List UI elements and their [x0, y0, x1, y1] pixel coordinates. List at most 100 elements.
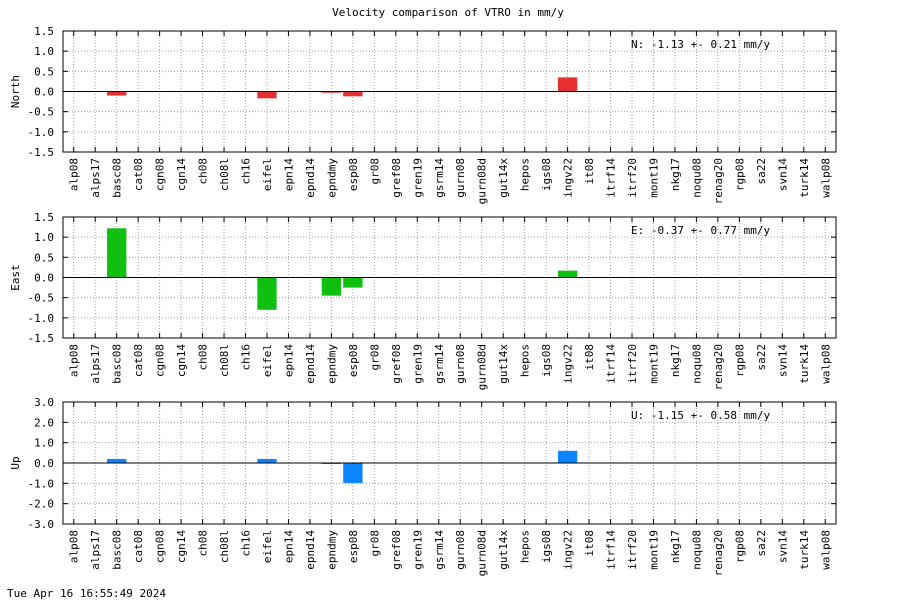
- x-tick-label-svn14: svn14: [776, 344, 789, 377]
- x-tick-label-cgn14: cgn14: [175, 344, 188, 377]
- chart-panel-up: -3.0 -2.0 -1.0 0.0 1.0 2.0 3.0 alp08 alps17 basc0…: [9, 396, 837, 576]
- x-tick-label-mont19: mont19: [647, 158, 660, 198]
- x-tick-label-gref08: gref08: [390, 158, 403, 198]
- x-tick-label-cat08: cat08: [132, 158, 145, 191]
- bar-north-epndmy: [321, 91, 342, 93]
- x-tick-label-hepos: hepos: [519, 530, 532, 563]
- x-tick-label-alps17: alps17: [89, 530, 102, 570]
- y-axis-label-north: North: [9, 75, 22, 108]
- x-tick-label-it08: it08: [583, 158, 596, 185]
- x-tick-label-gref08: gref08: [390, 530, 403, 570]
- x-tick-label-mont19: mont19: [647, 530, 660, 570]
- x-tick-label-epndmy: epndmy: [325, 158, 338, 198]
- x-tick-label-ch08l: ch08l: [218, 530, 231, 563]
- x-tick-label-it08: it08: [583, 530, 596, 557]
- x-tick-label-gurn08d: gurn08d: [476, 344, 489, 390]
- y-tick-label: 0.5: [34, 251, 54, 264]
- bar-east-eifel: [257, 277, 277, 310]
- x-tick-label-gurn08: gurn08: [454, 158, 467, 198]
- y-tick-label: 0.0: [34, 272, 54, 285]
- x-tick-label-gr08: gr08: [368, 530, 381, 557]
- y-tick-label: 2.0: [34, 416, 54, 429]
- x-tick-label-rgp08: rgp08: [733, 158, 746, 191]
- x-tick-label-eifel: eifel: [261, 158, 274, 191]
- x-tick-label-epndmy: epndmy: [325, 530, 338, 570]
- x-tick-label-turk14: turk14: [798, 530, 811, 570]
- x-tick-label-renag20: renag20: [712, 344, 725, 390]
- x-tick-label-gurn08: gurn08: [454, 344, 467, 384]
- x-tick-label-gref08: gref08: [390, 344, 403, 384]
- x-tick-label-ingv22: ingv22: [562, 158, 575, 198]
- x-tick-label-epn14: epn14: [282, 344, 295, 377]
- bar-east-ingv22: [557, 270, 578, 278]
- stat-annotation-north: N: -1.13 +- 0.21 mm/y: [631, 38, 770, 51]
- x-tick-label-gsrm14: gsrm14: [433, 158, 446, 198]
- x-tick-label-svn14: svn14: [776, 530, 789, 563]
- x-tick-label-renag20: renag20: [712, 158, 725, 204]
- x-tick-label-noqu08: noqu08: [690, 530, 703, 570]
- bar-east-epndmy: [321, 277, 342, 296]
- x-tick-label-sa22: sa22: [755, 158, 768, 185]
- x-tick-label-svn14: svn14: [776, 158, 789, 191]
- x-tick-label-rgp08: rgp08: [733, 344, 746, 377]
- x-tick-label-cat08: cat08: [132, 344, 145, 377]
- x-tick-label-gr08: gr08: [368, 344, 381, 371]
- x-tick-label-eifel: eifel: [261, 530, 274, 563]
- x-tick-label-eifel: eifel: [261, 344, 274, 377]
- x-tick-label-mont19: mont19: [647, 344, 660, 384]
- x-tick-label-epnd14: epnd14: [304, 158, 317, 198]
- x-tick-label-ch08l: ch08l: [218, 344, 231, 377]
- x-tick-label-gurn08: gurn08: [454, 530, 467, 570]
- x-tick-label-igs08: igs08: [540, 158, 553, 191]
- x-tick-label-nkg17: nkg17: [669, 158, 682, 191]
- chart-title: Velocity comparison of VTRO in mm/y: [332, 6, 564, 19]
- x-tick-label-walp08: walp08: [819, 158, 832, 198]
- y-tick-label: -1.0: [28, 477, 55, 490]
- x-tick-label-alp08: alp08: [68, 530, 81, 563]
- x-tick-label-turk14: turk14: [798, 344, 811, 384]
- plot-frame: [62, 401, 837, 525]
- x-tick-label-itrf20: itrf20: [626, 530, 639, 570]
- stat-annotation-up: U: -1.15 +- 0.58 mm/y: [631, 409, 770, 422]
- y-tick-label: 0.0: [34, 86, 54, 99]
- x-tick-label-cgn08: cgn08: [154, 530, 167, 563]
- x-tick-label-itrf20: itrf20: [626, 344, 639, 384]
- x-tick-label-gurn08d: gurn08d: [476, 158, 489, 204]
- x-tick-label-cat08: cat08: [132, 530, 145, 563]
- x-tick-label-ch16: ch16: [240, 530, 253, 557]
- x-tick-label-itrf14: itrf14: [605, 530, 618, 570]
- x-tick-label-sa22: sa22: [755, 344, 768, 371]
- bar-up-epndmy: [321, 463, 342, 465]
- x-tick-label-itrf14: itrf14: [605, 158, 618, 198]
- plot-frame: [62, 30, 837, 153]
- bar-north-eifel: [257, 91, 277, 99]
- y-tick-label: -0.5: [28, 106, 55, 119]
- x-tick-label-basc08: basc08: [111, 344, 124, 384]
- x-tick-label-ch08: ch08: [197, 530, 210, 557]
- x-tick-label-epn14: epn14: [282, 530, 295, 563]
- y-tick-label: 0.5: [34, 65, 54, 78]
- bar-north-basc08: [107, 91, 127, 96]
- x-tick-label-noqu08: noqu08: [690, 158, 703, 198]
- chart-panel-north: -1.5 -1.0 -0.5 0.0 0.5 1.0 1.5 alp08 alps17 basc0…: [9, 25, 837, 204]
- x-tick-label-ch08l: ch08l: [218, 158, 231, 191]
- x-tick-label-gr08: gr08: [368, 158, 381, 185]
- x-tick-label-cgn14: cgn14: [175, 158, 188, 191]
- y-tick-label: -1.5: [28, 146, 55, 159]
- y-tick-label: -3.0: [28, 518, 55, 531]
- y-tick-label: 1.0: [34, 437, 54, 450]
- x-tick-label-ch16: ch16: [240, 158, 253, 185]
- x-tick-label-ingv22: ingv22: [562, 530, 575, 570]
- x-tick-label-cgn08: cgn08: [154, 344, 167, 377]
- x-tick-label-alps17: alps17: [89, 158, 102, 198]
- x-tick-label-noqu08: noqu08: [690, 344, 703, 384]
- x-tick-label-itrf20: itrf20: [626, 158, 639, 198]
- x-tick-label-basc08: basc08: [111, 158, 124, 198]
- bar-north-esp08: [343, 91, 363, 97]
- bar-east-basc08: [107, 228, 127, 278]
- x-tick-label-epnd14: epnd14: [304, 530, 317, 570]
- y-tick-label: 0.0: [34, 457, 54, 470]
- y-tick-label: -2.0: [28, 498, 55, 511]
- x-tick-label-basc08: basc08: [111, 530, 124, 570]
